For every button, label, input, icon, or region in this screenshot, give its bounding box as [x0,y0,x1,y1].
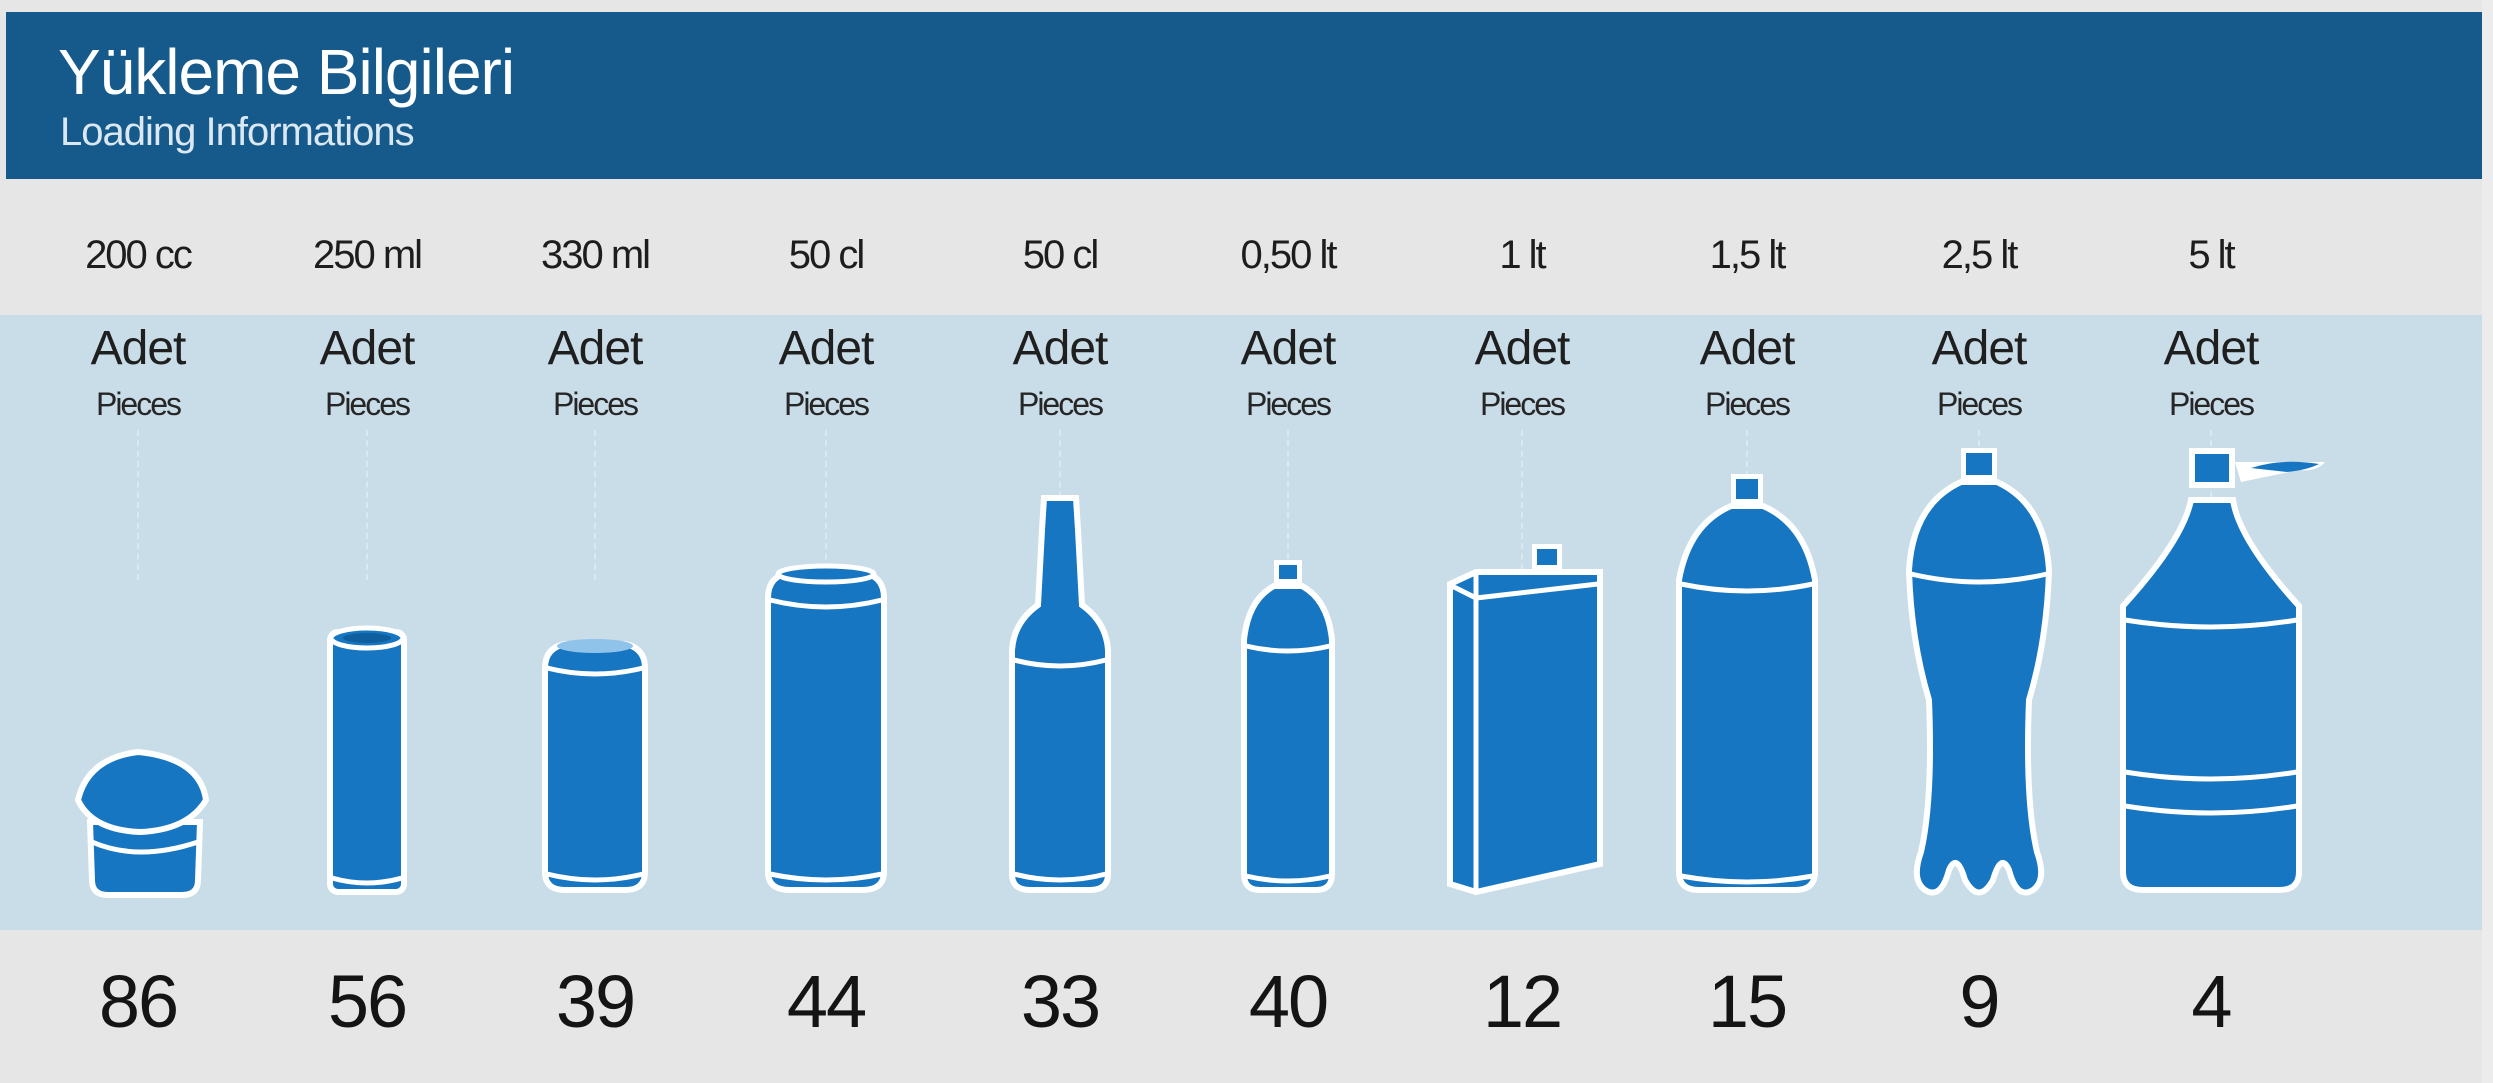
guide-line [366,430,368,580]
guide-line [1287,430,1289,580]
yogurt-cup-icon [74,748,210,898]
item-count: 15 [1707,960,1788,1043]
pet-bottle-icon [1676,474,1818,893]
loading-item: 50 cl Adet Pieces 33 [950,0,1170,1083]
item-size: 5 lt [2188,233,2235,277]
item-count: 12 [1482,960,1563,1043]
loading-item: 200 cc Adet Pieces 86 [28,0,248,1083]
unit-label-tr: Adet [1699,322,1796,375]
page-title: Yükleme Bilgileri [58,36,515,108]
unit-label-en: Pieces [1245,386,1332,422]
item-count: 4 [2191,960,2232,1043]
unit-label-tr: Adet [1240,322,1337,375]
guide-line [594,430,596,580]
item-size: 1 lt [1499,233,1546,277]
unit-label-en: Pieces [2168,386,2255,422]
water-jug-icon [2120,448,2325,893]
small-pet-bottle-icon [1241,560,1335,893]
item-count: 33 [1020,960,1101,1043]
unit-label-en: Pieces [1704,386,1791,422]
loading-item: 1 lt Adet Pieces 12 [1412,0,1632,1083]
unit-label-en: Pieces [1936,386,2023,422]
unit-label-tr: Adet [1012,322,1109,375]
header-banner: Yükleme Bilgileri Loading Informations [6,12,2482,179]
unit-label-tr: Adet [2163,322,2260,375]
size-row [0,180,2493,315]
item-count: 56 [327,960,408,1043]
guide-line [137,430,139,580]
unit-label-en: Pieces [552,386,639,422]
page-subtitle: Loading Informations [60,110,415,154]
carton-box-icon [1447,544,1603,896]
glass-bottle-icon [1009,495,1111,893]
guide-line [1521,430,1523,580]
loading-item: 0,50 lt Adet Pieces 40 [1178,0,1398,1083]
loading-item: 50 cl Adet Pieces 44 [716,0,936,1083]
unit-label-en: Pieces [95,386,182,422]
unit-label-en: Pieces [1017,386,1104,422]
loading-item: 5 lt Adet Pieces 4 [2101,0,2325,1083]
loading-item: 1,5 lt Adet Pieces 15 [1637,0,1857,1083]
page-edge [2482,0,2493,1083]
slim-can-icon [327,625,407,895]
guide-line [825,430,827,580]
unit-label-tr: Adet [1474,322,1571,375]
item-count: 40 [1248,960,1329,1043]
item-size: 1,5 lt [1709,233,1787,277]
standard-can-icon [542,639,648,893]
unit-label-en: Pieces [1479,386,1566,422]
loading-item: 2,5 lt Adet Pieces 9 [1869,0,2089,1083]
item-count: 86 [98,960,179,1043]
unit-label-en: Pieces [324,386,411,422]
unit-label-en: Pieces [783,386,870,422]
item-size: 2,5 lt [1941,233,2019,277]
unit-label-tr: Adet [1931,322,2028,375]
tall-can-icon [765,563,887,893]
item-size: 250 ml [312,233,423,277]
unit-label-tr: Adet [90,322,187,375]
item-count: 44 [786,960,867,1043]
unit-label-tr: Adet [319,322,416,375]
item-size: 200 cc [85,233,193,277]
item-size: 0,50 lt [1240,233,1338,277]
unit-label-tr: Adet [547,322,644,375]
item-count: 9 [1959,960,2000,1043]
item-size: 50 cl [1022,233,1100,277]
item-count: 39 [555,960,636,1043]
item-size: 50 cl [788,233,866,277]
loading-item: 330 ml Adet Pieces 39 [485,0,705,1083]
loading-item: 250 ml Adet Pieces 56 [257,0,477,1083]
item-size: 330 ml [540,233,651,277]
unit-label-tr: Adet [778,322,875,375]
count-row [0,930,2493,1070]
large-pet-bottle-icon [1905,448,2053,896]
